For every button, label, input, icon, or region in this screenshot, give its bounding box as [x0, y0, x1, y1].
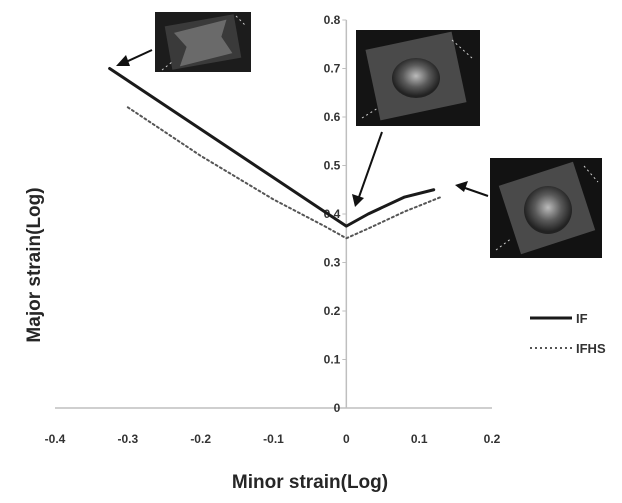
y-tick-label: 0.1	[324, 353, 341, 367]
x-tick-label: 0	[343, 432, 350, 446]
plane-strain-specimen-photo	[356, 30, 480, 126]
uniaxial-arrow	[116, 49, 153, 66]
y-tick-label: 0	[334, 401, 341, 415]
plane-strain-arrow	[352, 131, 383, 207]
y-tick-label: 0.6	[324, 110, 341, 124]
series-line-if	[108, 67, 436, 228]
uniaxial-specimen-photo	[155, 12, 251, 72]
series-line-ifhs	[126, 106, 443, 240]
biaxial-arrow	[455, 181, 489, 197]
callout-arrows	[116, 49, 489, 207]
y-tick-label: 0.3	[324, 256, 341, 270]
y-tick-label: 0.5	[324, 159, 341, 173]
legend-label-if: IF	[576, 311, 588, 326]
x-tick-label: 0.1	[411, 432, 428, 446]
y-tick-label: 0.8	[324, 13, 341, 27]
x-tick-label: 0.2	[484, 432, 501, 446]
y-tick-label: 0.7	[324, 62, 341, 76]
y-tick-label: 0.2	[324, 304, 341, 318]
biaxial-specimen-photo	[490, 158, 602, 258]
series-layer	[108, 67, 443, 240]
legend-label-ifhs: IFHS	[576, 341, 606, 356]
x-tick-label: -0.4	[45, 432, 66, 446]
y-tick-label: 0.4	[324, 207, 341, 221]
x-tick-labels: -0.4 -0.3 -0.2 -0.1 0 0.1 0.2	[45, 432, 501, 446]
legend: IF IFHS	[530, 311, 606, 356]
y-axis-title: Major strain(Log)	[24, 187, 45, 342]
x-axis-title: Minor strain(Log)	[232, 472, 388, 493]
x-tick-label: -0.2	[190, 432, 211, 446]
y-tick-labels: 0 0.1 0.2 0.3 0.4 0.5 0.6 0.7 0.8	[324, 13, 347, 415]
x-tick-label: -0.3	[117, 432, 138, 446]
x-tick-label: -0.1	[263, 432, 284, 446]
